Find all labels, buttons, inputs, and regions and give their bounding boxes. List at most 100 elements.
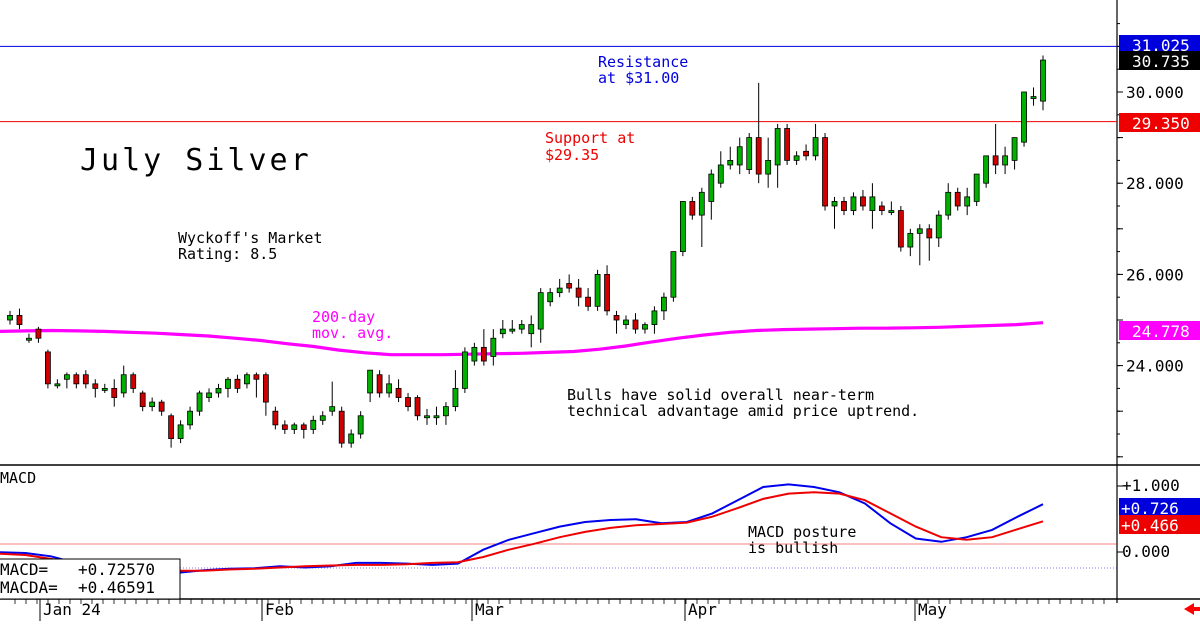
candle-body [300, 424, 307, 430]
candle-body [262, 374, 269, 403]
rating-label: Rating: 8.5 [178, 245, 277, 263]
candle-body [54, 383, 61, 387]
candle-body [736, 146, 743, 166]
candle-body [196, 392, 203, 412]
macd-readout-value: +0.72570 [78, 560, 155, 579]
candle-body [177, 424, 184, 439]
candle-body [812, 137, 819, 157]
candle-body [765, 159, 772, 175]
candle-body [537, 292, 544, 330]
candle-body [386, 383, 392, 394]
candle-body [1011, 137, 1018, 161]
candle-body [945, 191, 952, 216]
x-tick-label: Apr [688, 600, 717, 619]
macd-annotation: MACD posture [748, 523, 856, 541]
candle-body [661, 296, 667, 312]
candle-body [831, 201, 838, 207]
macda-readout-label: MACDA= [0, 578, 58, 597]
candle-body [111, 387, 118, 398]
candle-body [907, 232, 914, 248]
candle-body [405, 397, 411, 408]
candle-body [329, 406, 336, 412]
macda-readout-value: +0.46591 [78, 578, 155, 597]
candle-body [348, 433, 355, 444]
candle-body [689, 201, 696, 216]
candle-body [120, 374, 127, 394]
candle-body [528, 324, 535, 335]
moving-average-label: 200-day [312, 308, 375, 326]
candle-body [717, 164, 724, 184]
macd-y-tick-label: 0.000 [1122, 542, 1170, 561]
macd-y-tick-label: +1.000 [1122, 476, 1180, 495]
candle-body [547, 292, 554, 303]
candle-body [7, 315, 13, 321]
candle-body [860, 196, 866, 207]
candle-body [1021, 91, 1027, 143]
candle-body [414, 397, 421, 417]
candle-body [632, 319, 639, 330]
candle-body [130, 374, 137, 389]
candle-body [310, 419, 317, 430]
price-tag-label: 30.735 [1132, 52, 1190, 71]
macd-readout-label: MACD= [0, 560, 48, 579]
y-tick-label: 24.000 [1126, 357, 1184, 376]
macd-panel-title: MACD [0, 469, 36, 487]
candle-body [897, 210, 904, 248]
candle-body [566, 283, 573, 289]
candle-body [244, 374, 250, 385]
price-tag [1119, 321, 1200, 340]
candle-body [158, 401, 165, 412]
candle-body [206, 392, 212, 398]
candle-body [642, 324, 648, 330]
comment-label: technical advantage amid price uptrend. [567, 402, 919, 420]
candle-body [973, 173, 980, 202]
x-tick-label: Mar [475, 600, 504, 619]
candle-body [452, 387, 459, 408]
candle-body [774, 128, 781, 166]
candle-body [139, 392, 146, 408]
candle-body [878, 205, 885, 211]
macd-annotation: is bullish [748, 539, 838, 557]
candle-body [793, 155, 800, 161]
candle-body [850, 196, 857, 211]
resistance-label: Resistance [598, 53, 688, 71]
candle-body [73, 374, 80, 385]
candle-body [149, 401, 156, 408]
y-tick-label: 28.000 [1126, 174, 1184, 193]
candle-body [367, 369, 374, 394]
macd-price-tag [1119, 515, 1200, 534]
macd-price-tag-label: +0.726 [1121, 499, 1179, 518]
candle-body [357, 415, 364, 435]
price-tag-label: 29.350 [1132, 114, 1190, 133]
rating-label: Wyckoff's Market [178, 229, 323, 247]
x-tick-label: May [918, 600, 947, 619]
candle-body [26, 337, 32, 341]
y-tick-label: 30.000 [1126, 83, 1184, 102]
comment-label: Bulls have solid overall near-term [567, 386, 874, 404]
left-arrow-icon [1184, 603, 1194, 615]
price-tag [1119, 51, 1200, 70]
candle-body [272, 410, 279, 426]
moving-average-label: mov. avg. [312, 324, 393, 342]
macd-price-tag [1119, 498, 1200, 517]
candle-body [338, 410, 345, 444]
candle-body [395, 387, 402, 398]
candle-body [281, 424, 288, 430]
candle-body [1002, 155, 1008, 166]
candle-body [424, 415, 430, 419]
candle-body [187, 410, 193, 426]
candle-body [234, 378, 241, 389]
candle-body [215, 387, 222, 394]
price-tag [1119, 35, 1200, 54]
candle-body [679, 201, 686, 253]
candle-body [954, 191, 961, 207]
candle-body [992, 155, 999, 166]
macd-readout-box [0, 558, 181, 600]
support-label: Support at [545, 129, 635, 147]
candle-body [45, 351, 51, 385]
candle-body [92, 383, 99, 389]
candle-body [433, 415, 440, 419]
chart-title: July Silver [80, 143, 312, 178]
candle-body [869, 196, 876, 211]
